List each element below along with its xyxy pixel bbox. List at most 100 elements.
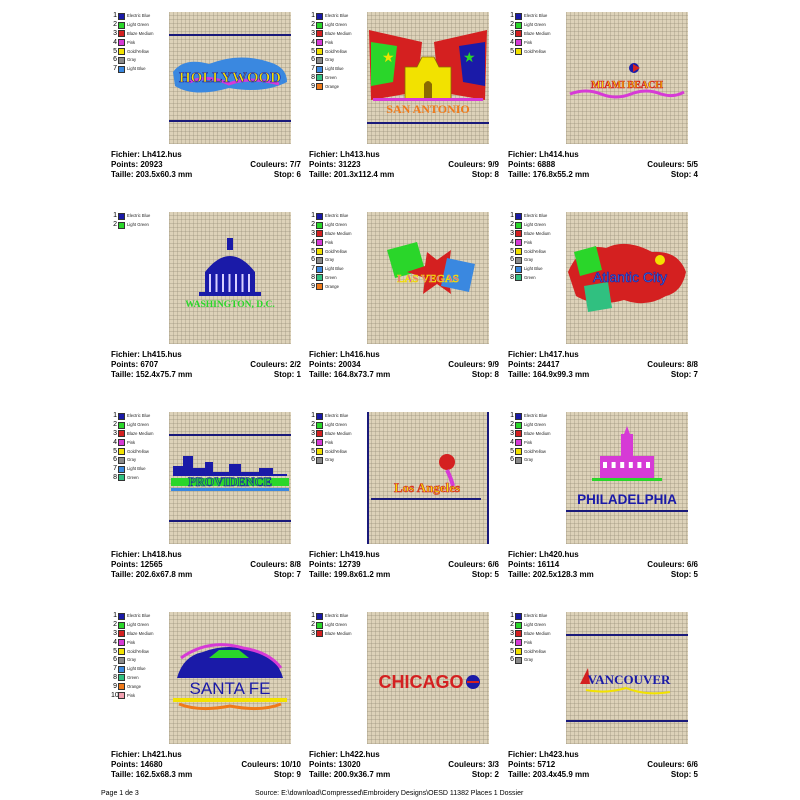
design-size-field: Taille: 176.8x55.2 mm xyxy=(508,170,589,180)
palette-index: 3 xyxy=(510,229,514,237)
card-shape xyxy=(441,258,475,292)
ball-icon xyxy=(655,255,665,265)
design-preview[interactable]: PHILADELPHIA xyxy=(566,412,688,544)
color-swatch xyxy=(118,465,125,473)
color-count-label: Couleurs: xyxy=(448,360,486,369)
palette-entry: 5 Gold/Yellow xyxy=(111,447,171,456)
palette-index: 2 xyxy=(311,221,315,229)
design-preview[interactable]: ★ ★ SAN ANTONIO xyxy=(367,12,489,144)
design-card[interactable]: 1 Electric Blue 2 Light Green 3 Blaze Medium 4… xyxy=(111,612,301,792)
design-card[interactable]: 1 Electric Blue 2 Light Green 3 Blaze Medium 4… xyxy=(508,412,698,592)
palette-entry: 6 Gray xyxy=(508,656,568,665)
design-card[interactable]: 1 Electric Blue 2 Light Green 3 Blaze Medium 4… xyxy=(111,412,301,592)
design-size-value: 176.8x55.2 mm xyxy=(532,170,590,179)
palette-index: 4 xyxy=(510,238,514,246)
color-swatch xyxy=(316,256,323,264)
stop-count-label: Stop: xyxy=(273,570,295,579)
file-name-value: Lh417.hus xyxy=(539,350,579,359)
mesa-shape xyxy=(177,647,283,678)
design-preview[interactable]: PROVIDENCE xyxy=(169,412,291,544)
palette-entry: 5 Gold/Yellow xyxy=(309,247,369,256)
color-swatch xyxy=(515,256,522,264)
palette-entry: 7 Light Blue xyxy=(111,665,171,674)
design-preview[interactable]: VANCOUVER xyxy=(566,612,688,744)
color-name: Blaze Medium xyxy=(325,430,352,436)
palette-index: 5 xyxy=(113,647,117,655)
color-palette: 1 Electric Blue 2 Light Green 3 Blaze Medium 4… xyxy=(111,12,171,74)
info-row: Taille: 203.4x45.9 mm Stop: 5 xyxy=(508,770,698,780)
design-card[interactable]: 1 Electric Blue 2 Light Green WASHINGTON, D.… xyxy=(111,212,301,392)
color-swatch xyxy=(118,474,125,482)
design-card[interactable]: 1 Electric Blue 2 Light Green 3 Blaze Medium C… xyxy=(309,612,499,792)
color-palette: 1 Electric Blue 2 Light Green xyxy=(111,212,171,230)
design-size-value: 202.6x67.8 mm xyxy=(135,570,193,579)
palette-index: 1 xyxy=(510,212,514,220)
design-card[interactable]: 1 Electric Blue 2 Light Green 3 Blaze Medium 4… xyxy=(111,12,301,192)
design-size-field: Taille: 203.4x45.9 mm xyxy=(508,770,589,780)
color-swatch xyxy=(118,630,125,638)
design-preview[interactable]: HOLLYWOOD xyxy=(169,12,291,144)
stitch-points-value: 6888 xyxy=(537,160,556,169)
design-preview[interactable]: Los Angeles xyxy=(367,412,489,544)
color-swatch xyxy=(515,30,522,38)
palette-entry: 4 Pink xyxy=(111,38,171,47)
design-preview[interactable]: CHICAGO xyxy=(367,612,489,744)
info-row: Fichier: Lh420.hus xyxy=(508,550,698,560)
source-path: Source: E:\download\Compressed\Embroider… xyxy=(255,790,524,797)
color-swatch xyxy=(118,12,125,20)
color-swatch xyxy=(515,456,522,464)
design-size-value: 152.4x75.7 mm xyxy=(135,370,193,379)
palette-entry: 5 Gold/Yellow xyxy=(508,47,568,56)
palette-index: 3 xyxy=(510,429,514,437)
design-preview[interactable]: MIAMI BEACH xyxy=(566,12,688,144)
stitch-points-field: Points: 5712 xyxy=(508,760,555,770)
color-swatch xyxy=(316,439,323,447)
alamo-door xyxy=(424,81,432,100)
palette-index: 2 xyxy=(510,21,514,29)
palette-index: 6 xyxy=(311,456,315,464)
design-card[interactable]: 1 Electric Blue 2 Light Green 3 Blaze Medium 4… xyxy=(508,612,698,792)
file-name-label: Fichier: xyxy=(508,550,537,559)
file-name-label: Fichier: xyxy=(309,550,338,559)
file-name-field: Fichier: Lh414.hus xyxy=(508,150,579,160)
design-preview[interactable]: WASHINGTON, D.C. xyxy=(169,212,291,344)
palette-index: 1 xyxy=(311,12,315,20)
palette-entry: 2 Light Green xyxy=(508,21,568,30)
color-name: Pink xyxy=(127,439,136,445)
design-info: Fichier: Lh423.hus Points: 5712 Couleurs: … xyxy=(508,750,698,780)
palette-index: 8 xyxy=(113,673,117,681)
color-count-field: Couleurs: 5/5 xyxy=(647,160,698,170)
palette-index: 5 xyxy=(510,647,514,655)
design-card[interactable]: 1 Electric Blue 2 Light Green 3 Blaze Medium 4… xyxy=(508,12,698,192)
sun-icon xyxy=(439,454,455,470)
stitch-points-field: Points: 31223 xyxy=(309,160,361,170)
palette-entry: 3 Blaze Medium xyxy=(309,430,369,439)
design-card[interactable]: 1 Electric Blue 2 Light Green 3 Blaze Medium 4… xyxy=(508,212,698,392)
palette-index: 7 xyxy=(113,465,117,473)
design-card[interactable]: 1 Electric Blue 2 Light Green 3 Blaze Medium 4… xyxy=(309,412,499,592)
design-preview[interactable]: LAS VEGAS xyxy=(367,212,489,344)
design-preview[interactable]: Atlantic City xyxy=(566,212,688,344)
color-name: Light Blue xyxy=(127,466,146,472)
stop-count-value: 5 xyxy=(693,570,698,579)
palette-entry: 7 Light Blue xyxy=(309,65,369,74)
design-card[interactable]: 1 Electric Blue 2 Light Green 3 Blaze Medium 4… xyxy=(309,12,499,192)
design-card[interactable]: 1 Electric Blue 2 Light Green 3 Blaze Medium 4… xyxy=(309,212,499,392)
palette-entry: 3 Blaze Medium xyxy=(111,30,171,39)
color-swatch xyxy=(316,621,323,629)
color-count-label: Couleurs: xyxy=(647,560,685,569)
color-swatch xyxy=(316,265,323,273)
palette-index: 4 xyxy=(510,638,514,646)
column xyxy=(215,274,218,292)
color-count-label: Couleurs: xyxy=(647,760,685,769)
palette-entry: 9 Orange xyxy=(309,82,369,91)
stitch-points-label: Points: xyxy=(111,360,139,369)
color-swatch xyxy=(118,212,125,220)
design-preview[interactable]: SANTA FE xyxy=(169,612,291,744)
palette-entry: 6 Gray xyxy=(111,656,171,665)
color-swatch xyxy=(118,21,125,29)
palette-index: 4 xyxy=(510,38,514,46)
info-row: Taille: 201.3x112.4 mm Stop: 8 xyxy=(309,170,499,180)
palette-index: 2 xyxy=(311,621,315,629)
palette-index: 2 xyxy=(311,21,315,29)
